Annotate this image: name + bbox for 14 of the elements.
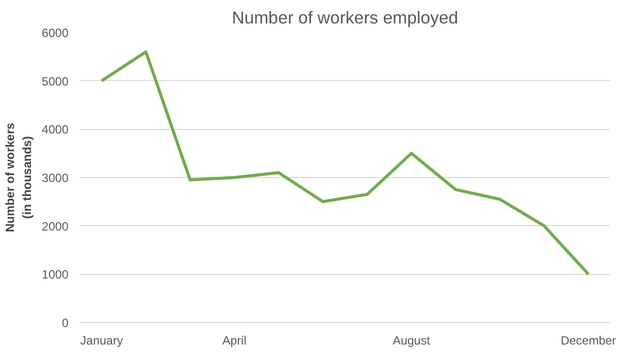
y-tick-label: 6000 [42, 26, 69, 40]
x-tick-label: April [222, 334, 246, 348]
y-tick-label: 3000 [42, 171, 69, 185]
y-axis-title: Number of workers (in thousands) [3, 122, 34, 232]
x-tick-label: January [80, 334, 123, 348]
y-tick-label: 4000 [42, 122, 69, 137]
x-tick-label: August [392, 334, 431, 348]
y-tick-label: 5000 [42, 74, 69, 88]
x-tick-label: December [560, 334, 616, 348]
chart-title: Number of workers employed [232, 8, 458, 28]
line-series [100, 50, 590, 276]
y-tick-label: 1000 [42, 268, 69, 282]
y-tick-label: 0 [62, 316, 69, 330]
y-tick-label: 2000 [42, 219, 69, 234]
